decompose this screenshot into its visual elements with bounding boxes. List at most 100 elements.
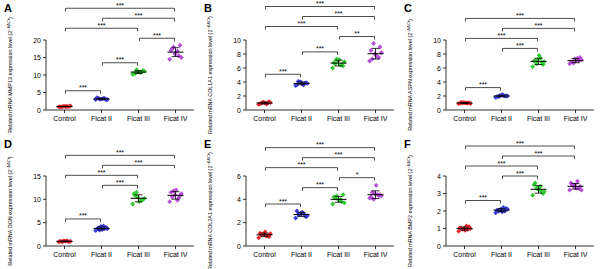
point [460, 227, 465, 232]
significance-label: *** [334, 151, 342, 158]
significance-label: *** [316, 45, 324, 52]
x-tick [101, 110, 102, 113]
x-tick-label: Ficat II [91, 251, 112, 258]
y-axis [46, 176, 47, 246]
error-bar [535, 58, 543, 64]
y-tick-label: 4 [437, 173, 441, 180]
error-bar [572, 184, 580, 190]
significance-label: *** [134, 12, 142, 19]
x-tick [575, 246, 576, 249]
y-tick-label: 10 [433, 37, 441, 44]
point [305, 213, 310, 218]
y-label-part: −ΔΔCt [206, 153, 211, 166]
x-tick-label: Ficat III [127, 251, 150, 258]
significance-label: *** [297, 161, 305, 168]
y-label-part: Related mRNA BMP2 expression level (2 [407, 169, 413, 267]
y-tick-label: 2 [437, 93, 441, 100]
x-tick-label: Ficat II [291, 251, 312, 258]
significance-label: *** [316, 141, 324, 148]
error-bar [298, 212, 306, 216]
point [268, 231, 273, 236]
y-tick [43, 75, 46, 76]
point [579, 57, 584, 62]
y-tick-label: 0 [437, 243, 441, 250]
error-bar [461, 102, 469, 104]
y-label-part: −ΔΔCt [406, 156, 411, 169]
y-axis [246, 176, 247, 246]
y-tick [43, 92, 46, 93]
significance-label: *** [153, 32, 161, 39]
x-tick [338, 246, 339, 249]
y-tick-label: 6 [237, 65, 241, 72]
x-tick [375, 246, 376, 249]
y-tick [443, 54, 446, 55]
y-tick [243, 68, 246, 69]
x-axis [46, 246, 194, 247]
y-tick [243, 176, 246, 177]
marks [456, 53, 584, 106]
significance-label: *** [516, 12, 524, 19]
marks [456, 179, 584, 234]
y-label-part: ) [7, 17, 13, 19]
point [105, 97, 110, 102]
y-tick-label: 2 [237, 219, 241, 226]
y-label-part: −ΔΔCt [6, 18, 11, 31]
y-tick-label: 0 [37, 243, 41, 250]
point [301, 211, 306, 216]
y-tick [243, 222, 246, 223]
y-tick [443, 228, 446, 229]
x-tick [464, 110, 465, 113]
x-axis [46, 110, 194, 111]
point [379, 50, 384, 55]
x-tick [501, 246, 502, 249]
significance-label: *** [116, 149, 124, 156]
significance-label: *** [516, 140, 524, 147]
y-axis-label: Related mRNA COL1A1 expression level (2−… [206, 16, 214, 134]
y-label-part: Related mRNA COL2A1 expression level (2 [207, 166, 213, 269]
y-tick [243, 96, 246, 97]
x-axis [446, 246, 594, 247]
significance-label: *** [316, 181, 324, 188]
significance-label: *** [134, 159, 142, 166]
significance-label: *** [97, 22, 105, 29]
x-tick [338, 110, 339, 113]
x-tick-label: Control [253, 251, 276, 258]
significance-label: *** [116, 179, 124, 186]
mean-line [57, 106, 73, 107]
y-tick [43, 110, 46, 111]
point [530, 193, 535, 198]
mean-line [94, 228, 110, 229]
y-tick [443, 193, 446, 194]
x-tick-label: Ficat III [527, 251, 550, 258]
y-axis-label: Related mRNA MMP13 expression level (2−Δ… [6, 17, 14, 133]
x-tick [264, 110, 265, 113]
y-tick [243, 54, 246, 55]
y-tick-label: 4 [237, 79, 241, 86]
error-bar [535, 185, 543, 193]
x-tick [175, 110, 176, 113]
significance-label: *** [316, 0, 324, 7]
y-tick-label: 0 [37, 107, 41, 114]
y-axis [246, 40, 247, 110]
point [533, 181, 538, 186]
y-tick [243, 82, 246, 83]
y-tick [443, 96, 446, 97]
x-tick-label: Ficat IV [164, 251, 188, 258]
x-tick-label: Ficat III [527, 115, 550, 122]
x-axis [446, 110, 594, 111]
y-tick-label: 10 [33, 196, 41, 203]
significance-label: * [356, 171, 359, 178]
panel: CRelated mRNA ASPN expression level (2−Δ… [404, 2, 594, 131]
point [567, 188, 572, 193]
error-bar [172, 192, 180, 199]
y-tick-label: 10 [233, 37, 241, 44]
x-tick-label: Ficat III [127, 115, 150, 122]
error-bar [261, 233, 269, 237]
point [468, 101, 473, 106]
y-tick-label: 6 [237, 173, 241, 180]
significance-label: *** [279, 68, 287, 75]
y-tick-label: 0 [237, 107, 241, 114]
y-label-part: −ΔΔCt [206, 17, 211, 30]
y-tick-label: 2 [237, 93, 241, 100]
y-tick-label: 5 [37, 219, 41, 226]
